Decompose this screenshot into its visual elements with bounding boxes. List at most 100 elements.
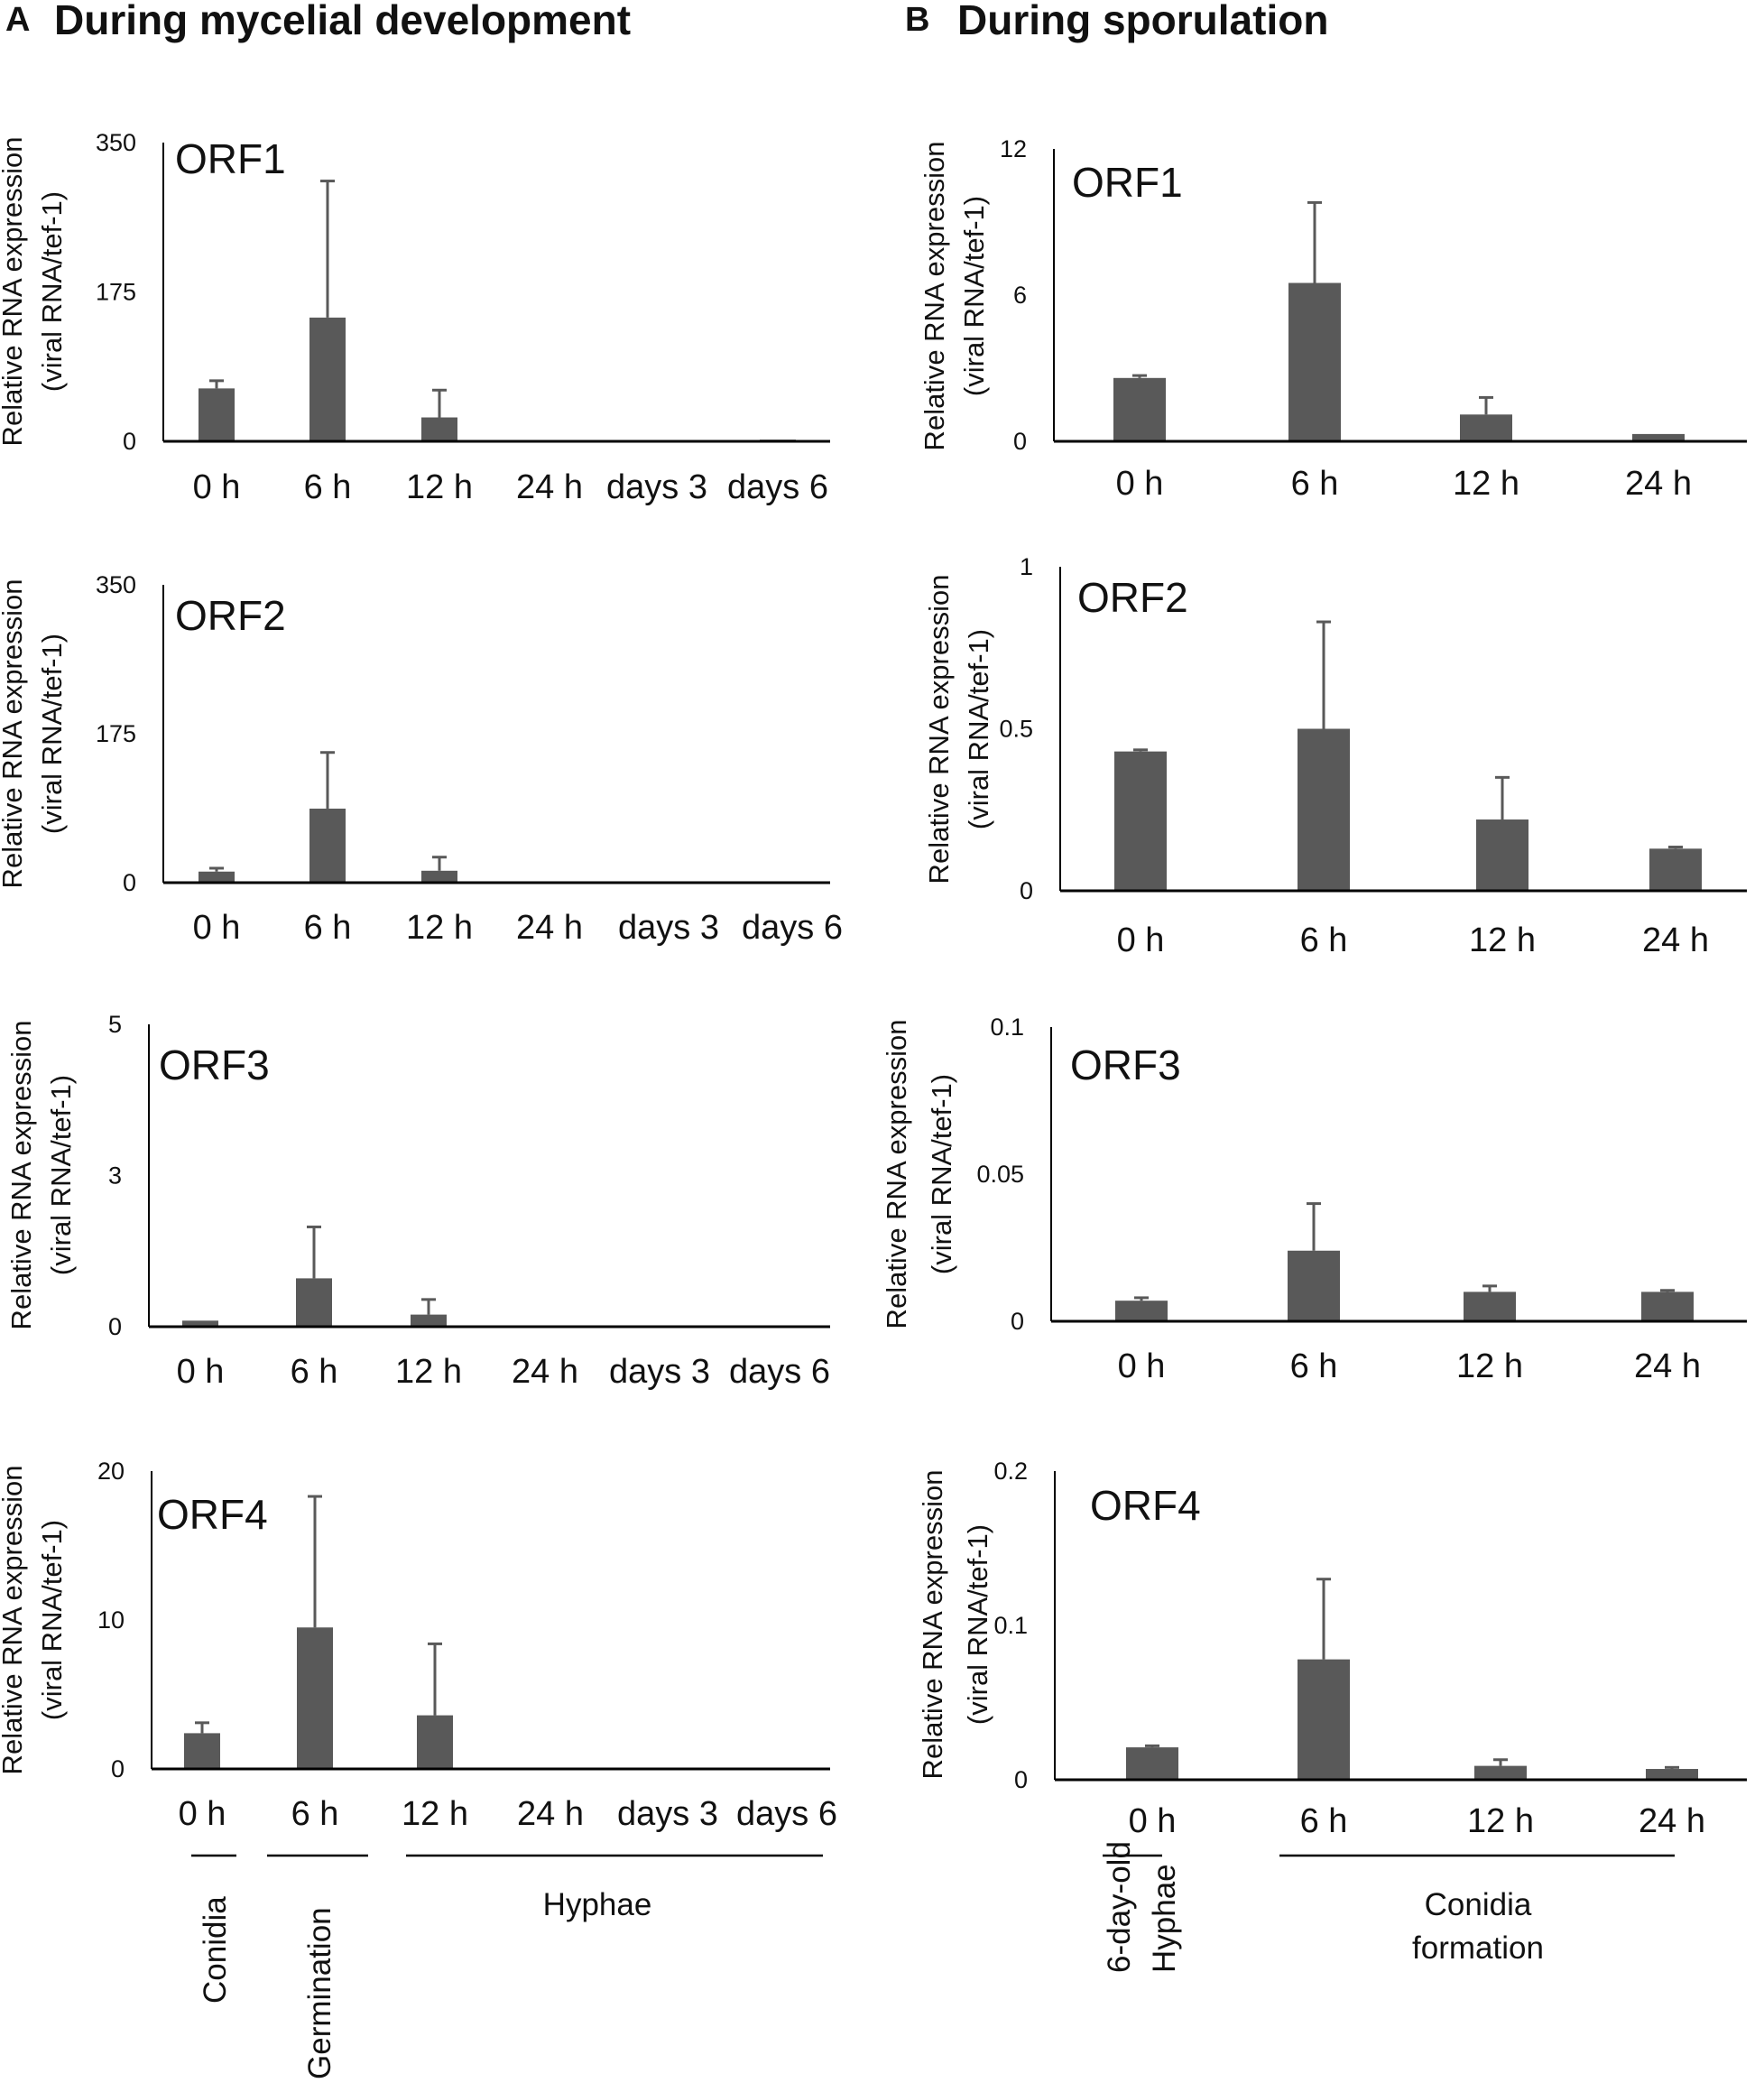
panel-a-letter: A [5, 1, 30, 39]
x-tick-label-1: 6 h [304, 468, 352, 506]
bar-2 [1476, 819, 1528, 891]
x-tick-label-1: 6 h [1300, 921, 1348, 959]
chart-b-orf4: 0 0.1 0.2 0 h 6 h 12 h 24 h ORF4 Relative RNA ex… [917, 1458, 1747, 1840]
x-tick-label-1: 6 h [1291, 465, 1339, 503]
bar-1 [1288, 282, 1341, 441]
x-tick-label-3: 24 h [512, 1353, 578, 1391]
y-tick-label-0: 0 [108, 1313, 122, 1340]
x-tick-label-1: 6 h [291, 1795, 339, 1833]
x-tick-label-2: 12 h [406, 909, 473, 947]
chart-title: ORF4 [157, 1491, 268, 1538]
x-tick-label-5: days 6 [727, 468, 828, 506]
y-tick-label-1: 0.5 [999, 716, 1033, 743]
x-tick-label-1: 6 h [304, 909, 352, 947]
y-axis-label-line1: Relative RNA expression [919, 142, 950, 451]
bar-1 [309, 317, 346, 441]
y-tick-label-1: 0.05 [976, 1161, 1024, 1188]
x-tick-label-4: days 3 [606, 468, 707, 506]
bar-3 [1649, 848, 1702, 891]
x-tick-label-3: 24 h [517, 1795, 584, 1833]
bar-1 [1298, 728, 1350, 891]
x-tick-label-3: 24 h [1642, 921, 1709, 959]
y-axis-label-line1: Relative RNA expression [0, 137, 28, 447]
y-axis-label-line2: (viral RNA/tef-1) [36, 191, 68, 392]
bar-0 [1126, 1747, 1178, 1780]
x-tick-label-3: 24 h [1639, 1802, 1705, 1840]
x-tick-label-3: 24 h [516, 468, 583, 506]
x-tick-label-2: 12 h [1469, 921, 1536, 959]
y-axis-label-line2: (viral RNA/tef-1) [45, 1075, 77, 1275]
chart-title: ORF1 [1072, 159, 1183, 206]
chart-a-orf4: 0 10 20 0 h 6 h 12 h 24 h days 3 days 6 ORF4 Relat… [0, 1458, 837, 1833]
y-tick-label-1: 0.1 [993, 1612, 1028, 1639]
y-tick-label-0: 0 [1013, 428, 1027, 455]
bar-0 [199, 388, 235, 441]
y-axis-label-line1: Relative RNA expression [923, 575, 955, 884]
chart-b-orf3: 0 0.05 0.1 0 h 6 h 12 h 24 h ORF3 Relative RNA e… [881, 1014, 1747, 1385]
x-tick-label-5: days 6 [736, 1795, 837, 1833]
x-tick-label-5: days 6 [742, 909, 843, 947]
bar-2 [1460, 414, 1512, 441]
bar-0 [182, 1320, 218, 1327]
y-tick-label-0: 0 [1020, 877, 1033, 904]
y-tick-label-2: 350 [96, 571, 136, 598]
y-axis-label-line1: Relative RNA expression [0, 1466, 28, 1775]
y-tick-label-0: 0 [111, 1755, 125, 1782]
chart-title: ORF2 [1077, 574, 1188, 621]
x-tick-label-0: 0 h [193, 909, 241, 947]
y-tick-label-1: 6 [1013, 282, 1027, 309]
chart-a-orf2: 0 175 350 0 h 6 h 12 h 24 h days 3 days 6 ORF2 Rel… [0, 571, 843, 947]
x-tick-label-1: 6 h [1300, 1802, 1348, 1840]
y-axis-label-line1: Relative RNA expression [0, 579, 28, 889]
y-tick-label-2: 0.1 [990, 1014, 1024, 1041]
y-tick-label-1: 175 [96, 279, 136, 306]
x-tick-label-2: 12 h [1467, 1802, 1534, 1840]
panel-b-title: During sporulation [957, 0, 1328, 43]
bar-1 [1288, 1250, 1340, 1321]
bar-2 [421, 870, 457, 883]
x-tick-label-0: 0 h [193, 468, 241, 506]
y-axis-label-line2: (viral RNA/tef-1) [926, 1074, 957, 1274]
x-tick-label-3: 24 h [1625, 465, 1692, 503]
x-tick-label-0: 0 h [1117, 921, 1165, 959]
panel-b-letter: B [905, 1, 929, 39]
y-tick-label-2: 20 [97, 1458, 125, 1485]
y-tick-label-0: 0 [1014, 1766, 1028, 1793]
stage-label-conidia-b: Conidia [1425, 1887, 1532, 1922]
stage-label-conidia: Conidia [198, 1896, 233, 2004]
y-tick-label-2: 12 [1000, 135, 1027, 162]
bar-3 [1641, 1291, 1694, 1321]
bar-2 [1474, 1765, 1527, 1780]
bar-2 [421, 417, 457, 441]
bar-1 [296, 1278, 332, 1327]
y-axis-label-line1: Relative RNA expression [5, 1021, 37, 1330]
x-tick-label-4: days 3 [609, 1353, 710, 1391]
x-tick-label-4: days 3 [618, 909, 719, 947]
panel-a-title: During mycelial development [54, 0, 631, 43]
stage-label-germination: Germination [302, 1907, 337, 2079]
stage-label-formation-b: formation [1412, 1930, 1544, 1966]
bar-0 [184, 1733, 220, 1769]
bar-3 [1632, 433, 1685, 441]
x-tick-label-2: 12 h [406, 468, 473, 506]
y-tick-label-2: 0.2 [993, 1458, 1028, 1485]
y-axis-label-line2: (viral RNA/tef-1) [958, 196, 990, 396]
x-tick-label-1: 6 h [1290, 1347, 1338, 1385]
y-tick-label-2: 5 [108, 1011, 122, 1038]
chart-a-orf3: 0 3 5 0 h 6 h 12 h 24 h days 3 days 6 ORF3 Relativ… [5, 1011, 830, 1391]
x-tick-label-5: days 6 [729, 1353, 830, 1391]
chart-title: ORF4 [1090, 1482, 1201, 1529]
bar-1 [1298, 1659, 1350, 1780]
x-tick-label-2: 12 h [402, 1795, 468, 1833]
chart-title: ORF3 [159, 1042, 270, 1088]
x-tick-label-2: 12 h [395, 1353, 462, 1391]
x-tick-label-1: 6 h [291, 1353, 338, 1391]
y-axis-label-line2: (viral RNA/tef-1) [36, 1520, 68, 1720]
y-axis-label-line2: (viral RNA/tef-1) [962, 1524, 993, 1725]
y-axis-label-line2: (viral RNA/tef-1) [963, 629, 994, 829]
x-tick-label-2: 12 h [1456, 1347, 1523, 1385]
y-axis-label-line1: Relative RNA expression [881, 1020, 912, 1329]
chart-title: ORF3 [1070, 1042, 1181, 1088]
chart-a-orf1: 0 175 350 0 h 6 h 12 h 24 h days 3 days 6 ORF1 Rel… [0, 129, 830, 506]
x-tick-label-4: days 3 [617, 1795, 718, 1833]
